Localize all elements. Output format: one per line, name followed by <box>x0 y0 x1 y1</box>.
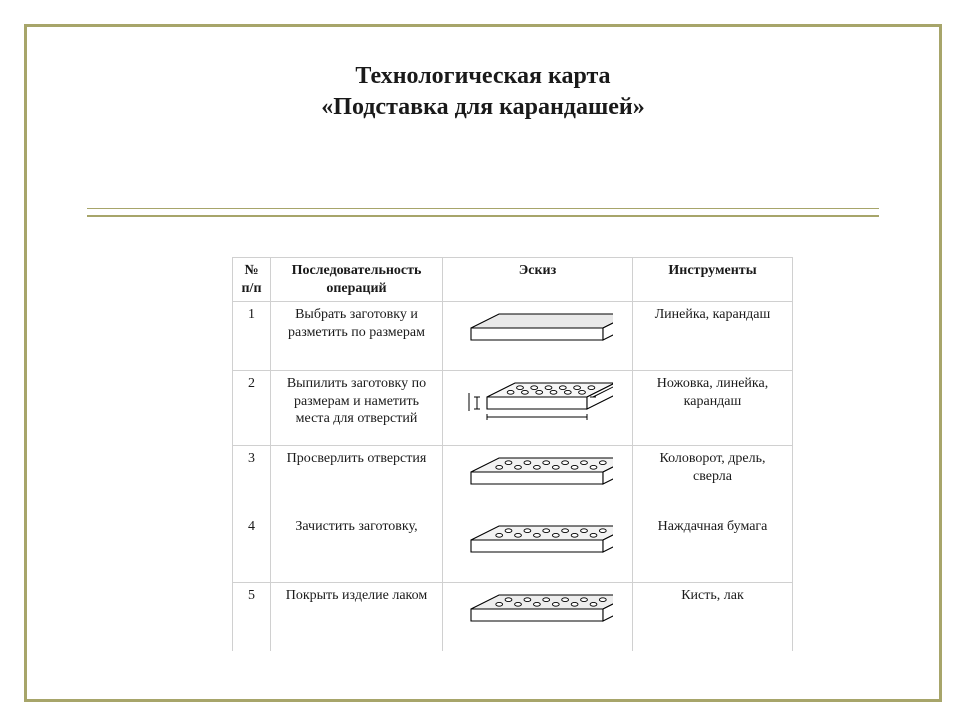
table-row: 4Зачистить заготовку, Наждачная бумага <box>233 514 793 583</box>
cell-sketch <box>443 583 633 651</box>
cell-tools: Ножовка, линейка, карандаш <box>633 371 793 446</box>
title-line-2: «Подставка для карандашей» <box>321 94 644 120</box>
cell-num: 1 <box>233 302 271 371</box>
cell-tools: Кисть, лак <box>633 583 793 651</box>
cell-operation: Зачистить заготовку, <box>271 514 443 583</box>
cell-num: 3 <box>233 446 271 514</box>
table-row: 1Выбрать заготовку и разметить по размер… <box>233 302 793 371</box>
divider-rule <box>87 215 879 217</box>
cell-tools: Наждачная бумага <box>633 514 793 583</box>
table-header-row: № п/п Последовательность операций Эскиз … <box>233 258 793 302</box>
page-title: Технологическая карта «Подставка для кар… <box>27 61 939 122</box>
cell-num: 5 <box>233 583 271 651</box>
cell-sketch <box>443 302 633 371</box>
cell-sketch <box>443 371 633 446</box>
cell-num: 4 <box>233 514 271 583</box>
table-row: 3Просверлить отверстия Коловорот, дрель,… <box>233 446 793 514</box>
tech-table: № п/п Последовательность операций Эскиз … <box>232 257 793 651</box>
col-header-op: Последовательность операций <box>271 258 443 302</box>
col-header-num: № п/п <box>233 258 271 302</box>
cell-tools: Линейка, карандаш <box>633 302 793 371</box>
cell-operation: Выпилить заготовку по размерам и наметит… <box>271 371 443 446</box>
tech-table-wrap: № п/п Последовательность операций Эскиз … <box>232 257 792 651</box>
cell-sketch <box>443 446 633 514</box>
table-row: 2Выпилить заготовку по размерам и намети… <box>233 371 793 446</box>
cell-operation: Покрыть изделие лаком <box>271 583 443 651</box>
cell-sketch <box>443 514 633 583</box>
tech-table-body: № п/п Последовательность операций Эскиз … <box>233 258 793 652</box>
cell-tools: Коловорот, дрель, сверла <box>633 446 793 514</box>
table-row: 5Покрыть изделие лаком Кисть, лак <box>233 583 793 651</box>
cell-operation: Просверлить отверстия <box>271 446 443 514</box>
col-header-sketch: Эскиз <box>443 258 633 302</box>
col-header-tools: Инструменты <box>633 258 793 302</box>
cell-num: 2 <box>233 371 271 446</box>
cell-operation: Выбрать заготовку и разметить по размера… <box>271 302 443 371</box>
slide-frame: Технологическая карта «Подставка для кар… <box>24 24 942 702</box>
title-line-1: Технологическая карта <box>355 63 610 89</box>
